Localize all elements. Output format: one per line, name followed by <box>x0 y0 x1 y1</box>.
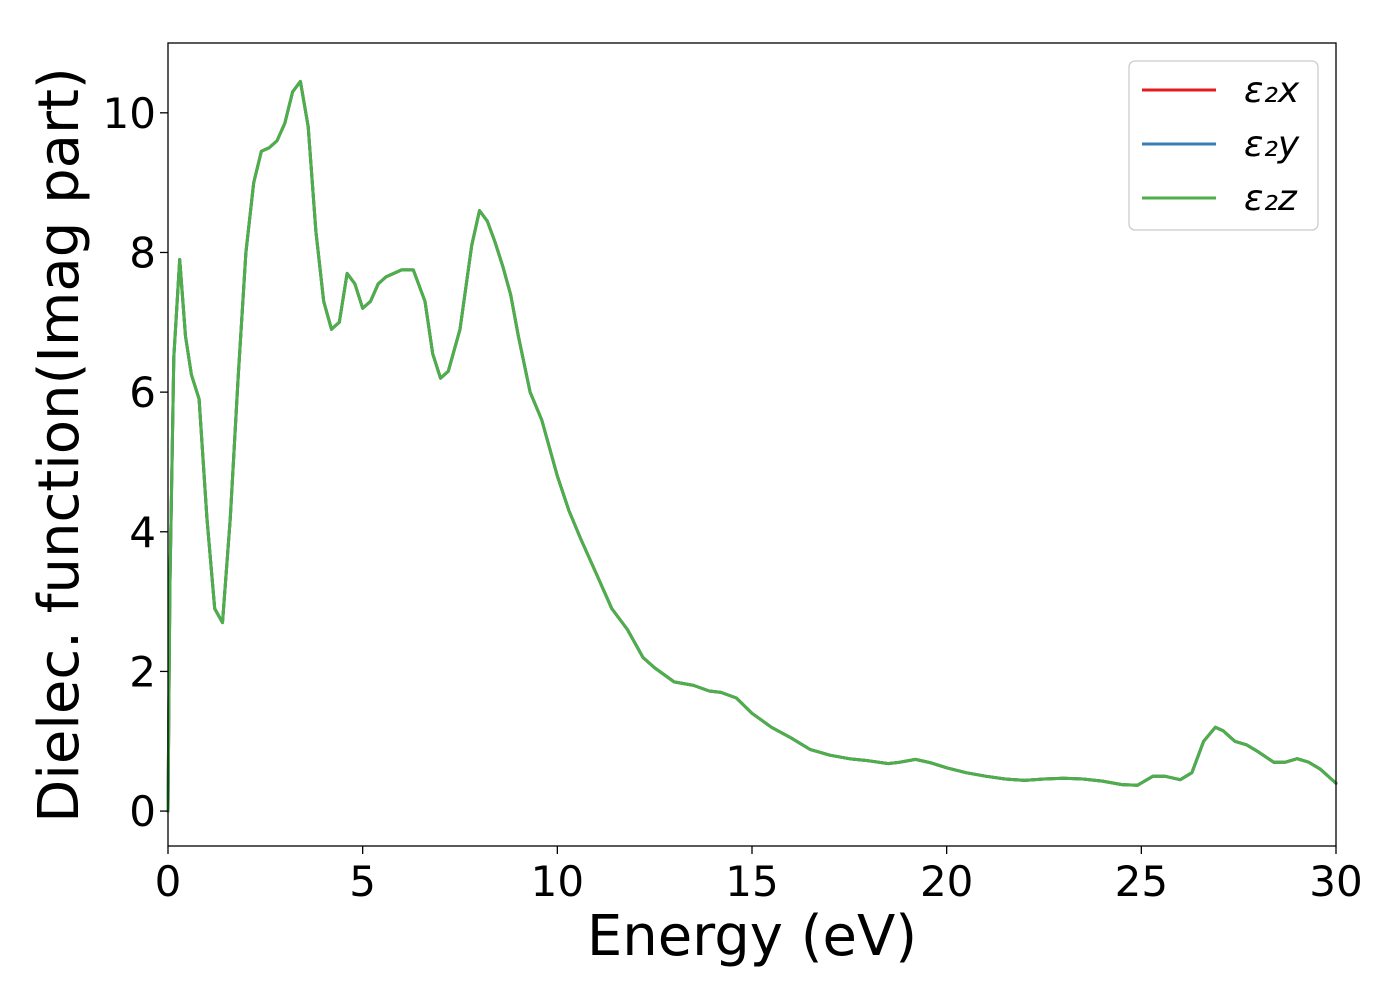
y-axis-title: Dielec. function(Imag part) <box>27 67 92 823</box>
x-tick-label: 15 <box>725 857 778 906</box>
y-tick-label: 2 <box>129 647 156 696</box>
x-tick-label: 5 <box>349 857 376 906</box>
series-layer <box>166 79 1338 813</box>
y-tick-label: 4 <box>129 508 156 557</box>
series-line-3 <box>166 79 1338 813</box>
y-tick-label: 0 <box>129 787 156 836</box>
x-tick-label: 30 <box>1309 857 1362 906</box>
x-tick-label: 0 <box>155 857 182 906</box>
x-axis-title: Energy (eV) <box>587 904 917 969</box>
y-tick-label: 6 <box>129 368 156 417</box>
x-axis-ticks: 0 5 10 15 20 25 30 <box>155 846 1363 906</box>
x-tick-label: 20 <box>920 857 973 906</box>
legend-label-3: ε₂z <box>1244 178 1298 219</box>
x-tick-label: 10 <box>531 857 584 906</box>
legend-label-2: ε₂y <box>1244 124 1300 165</box>
y-axis-ticks: 0 2 4 6 8 10 <box>103 89 168 836</box>
y-tick-label: 8 <box>129 228 156 277</box>
legend: ε₂x ε₂y ε₂z <box>1128 60 1319 231</box>
x-tick-label: 25 <box>1115 857 1168 906</box>
legend-box <box>1128 60 1319 231</box>
y-tick-label: 10 <box>103 89 156 138</box>
legend-label-1: ε₂x <box>1244 70 1300 111</box>
